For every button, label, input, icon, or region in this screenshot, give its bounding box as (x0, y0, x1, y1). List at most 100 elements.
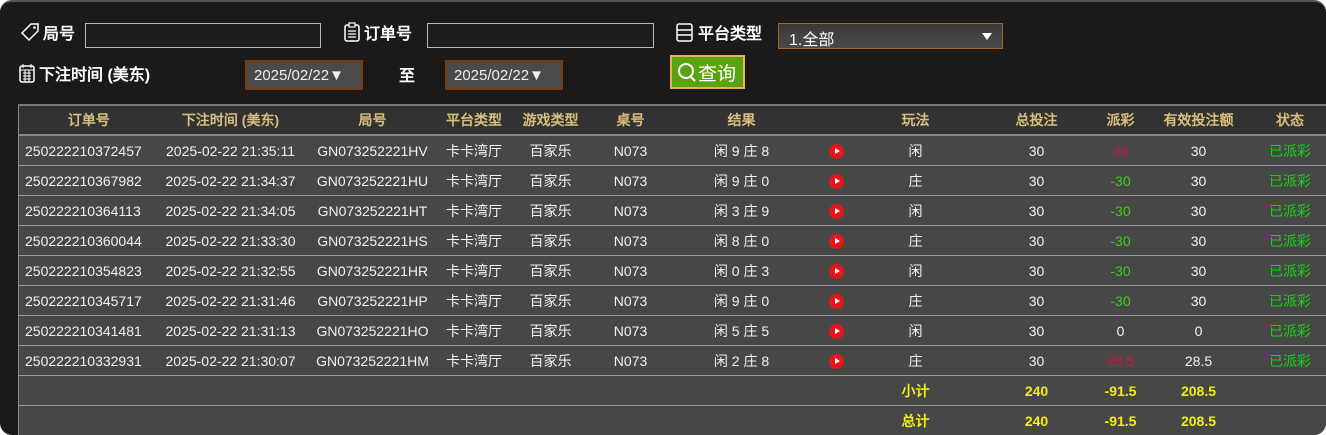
status-cell: 已派彩 (1253, 285, 1326, 316)
play-video-icon[interactable] (829, 293, 844, 309)
payout-cell: -30 (1097, 255, 1144, 286)
total-bet: 240 (975, 405, 1098, 435)
empty-cell (505, 375, 596, 406)
empty-cell (18, 405, 159, 435)
play-video-icon[interactable] (829, 173, 844, 189)
play-video-icon[interactable] (829, 323, 844, 339)
game-cell: 百家乐 (505, 135, 596, 166)
table-row: 250222210345717 2025-02-22 21:31:46 GN0732… (18, 285, 1326, 316)
platform-cell: 卡卡湾厅 (442, 195, 506, 226)
play-video-icon[interactable] (829, 263, 844, 279)
payout-cell: -30 (1097, 195, 1144, 226)
round-cell: GN073252221HV (302, 135, 443, 166)
video[interactable] (817, 165, 856, 196)
platform-select[interactable]: 1.全部 (778, 23, 1003, 49)
empty-cell (442, 405, 506, 435)
round-cell: GN073252221HO (302, 315, 443, 346)
empty-cell (18, 375, 159, 406)
round-cell: GN073252221HU (302, 165, 443, 196)
game-cell: 百家乐 (505, 225, 596, 256)
video[interactable] (817, 285, 856, 316)
subtotal-bet: 240 (975, 375, 1098, 406)
status-cell: 已派彩 (1253, 195, 1326, 226)
total-label: 总计 (855, 405, 976, 435)
status-cell: 已派彩 (1253, 345, 1326, 376)
payout-cell: 30 (1097, 135, 1144, 166)
valid-bet-cell: 30 (1143, 135, 1254, 166)
game-cell: 百家乐 (505, 345, 596, 376)
col-round: 局号 (302, 104, 443, 136)
video[interactable] (817, 225, 856, 256)
empty-cell (1253, 375, 1326, 406)
status-cell: 已派彩 (1253, 165, 1326, 196)
bet-time-cell: 2025-02-22 21:30:07 (158, 345, 303, 376)
date-to-select[interactable]: 2025/02/22▼ (445, 60, 563, 90)
result-cell: 闲 0 庄 3 (665, 255, 818, 286)
date-from-select[interactable]: 2025/02/22▼ (245, 60, 363, 90)
empty-cell (817, 375, 856, 406)
empty-cell (665, 375, 818, 406)
valid-bet-cell: 30 (1143, 285, 1254, 316)
payout-cell: -30 (1097, 165, 1144, 196)
subtotal-payout: -91.5 (1097, 375, 1144, 406)
round-cell: GN073252221HP (302, 285, 443, 316)
order-cell: 250222210367982 (18, 165, 159, 196)
empty-cell (442, 375, 506, 406)
query-button[interactable]: 查询 (670, 55, 745, 89)
order-cell: 250222210354823 (18, 255, 159, 286)
play-video-icon[interactable] (829, 233, 844, 249)
game-cell: 百家乐 (505, 315, 596, 346)
play-cell: 闲 (855, 315, 976, 346)
server-list-icon (676, 23, 693, 42)
valid-bet-cell: 30 (1143, 255, 1254, 286)
play-video-icon[interactable] (829, 353, 844, 369)
empty-cell (817, 405, 856, 435)
total-bet-cell: 30 (975, 345, 1098, 376)
valid-bet-cell: 30 (1143, 165, 1254, 196)
col-game: 游戏类型 (505, 104, 596, 136)
table-cell: N073 (595, 165, 666, 196)
status-cell: 已派彩 (1253, 255, 1326, 286)
video[interactable] (817, 345, 856, 376)
empty-cell (158, 405, 303, 435)
play-cell: 庄 (855, 165, 976, 196)
status-cell: 已派彩 (1253, 315, 1326, 346)
order-input[interactable] (427, 23, 654, 48)
table-cell: N073 (595, 255, 666, 286)
empty-cell (302, 375, 443, 406)
round-input[interactable] (85, 23, 321, 48)
table-row: 250222210332931 2025-02-22 21:30:07 GN0732… (18, 345, 1326, 376)
chevron-down-icon (982, 33, 992, 40)
result-cell: 闲 9 庄 0 (665, 165, 818, 196)
bet-time-cell: 2025-02-22 21:31:13 (158, 315, 303, 346)
game-cell: 百家乐 (505, 165, 596, 196)
clipboard-icon (344, 22, 360, 42)
empty-cell (1253, 405, 1326, 435)
video[interactable] (817, 135, 856, 166)
total-payout: -91.5 (1097, 405, 1144, 435)
result-cell: 闲 5 庄 5 (665, 315, 818, 346)
platform-cell: 卡卡湾厅 (442, 285, 506, 316)
subtotal-valid: 208.5 (1143, 375, 1254, 406)
bet-time-cell: 2025-02-22 21:34:05 (158, 195, 303, 226)
total-bet-cell: 30 (975, 315, 1098, 346)
play-video-icon[interactable] (829, 203, 844, 219)
video[interactable] (817, 315, 856, 346)
order-cell: 250222210345717 (18, 285, 159, 316)
col-play: 玩法 (855, 104, 976, 136)
game-cell: 百家乐 (505, 285, 596, 316)
video[interactable] (817, 255, 856, 286)
order-cell: 250222210364113 (18, 195, 159, 226)
empty-cell (302, 405, 443, 435)
platform-cell: 卡卡湾厅 (442, 225, 506, 256)
empty-cell (505, 405, 596, 435)
play-video-icon[interactable] (829, 143, 844, 159)
bet-time-label: 下注时间 (美东) (18, 61, 150, 85)
video[interactable] (817, 195, 856, 226)
col-table: 桌号 (595, 104, 666, 136)
round-cell: GN073252221HM (302, 345, 443, 376)
bet-time-cell: 2025-02-22 21:32:55 (158, 255, 303, 286)
payout-cell: -30 (1097, 285, 1144, 316)
platform-cell: 卡卡湾厅 (442, 255, 506, 286)
status-cell: 已派彩 (1253, 225, 1326, 256)
